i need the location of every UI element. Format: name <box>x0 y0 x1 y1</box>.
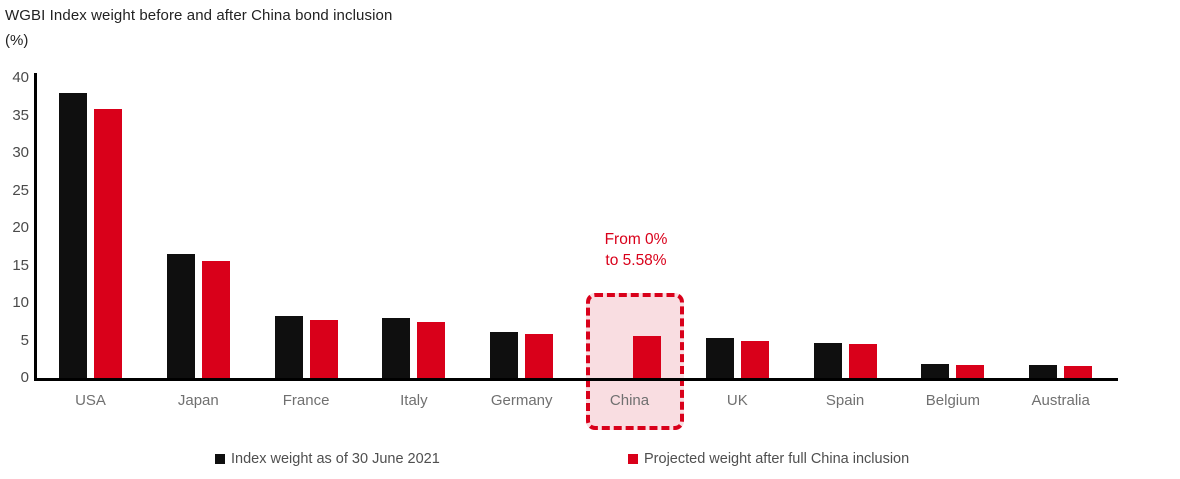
chart-title: WGBI Index weight before and after China… <box>5 7 393 24</box>
chart-unit-label: (%) <box>5 32 29 49</box>
bar-after-japan <box>201 261 230 378</box>
bar-after-australia <box>1064 366 1093 378</box>
bar-before-usa <box>59 93 87 378</box>
bar-after-spain <box>848 344 877 378</box>
y-tick-label-35: 35 <box>12 106 29 124</box>
bar-after-usa <box>94 108 122 378</box>
x-axis-label-japan: Japan <box>177 392 219 409</box>
y-tick-label-20: 20 <box>12 219 29 236</box>
x-axis-label-italy: Italy <box>400 392 428 409</box>
legend-item-before-inclusion: Index weight as of 30 June 2021 <box>215 450 440 468</box>
bar-before-italy <box>382 318 411 378</box>
legend-label-after-inclusion: Projected weight after full China inclus… <box>644 451 910 467</box>
x-axis-label-france: France <box>282 392 330 409</box>
bar-before-spain <box>813 342 842 378</box>
legend-item-after-inclusion: Projected weight after full China inclus… <box>628 450 909 468</box>
x-axis-label-australia: Australia <box>1031 392 1090 409</box>
bar-before-australia <box>1029 365 1058 378</box>
bar-before-france <box>274 315 303 378</box>
annotation-line1: From 0% <box>604 231 668 248</box>
x-axis-line <box>34 378 1118 381</box>
annotation-line2: to 5.58% <box>605 252 667 269</box>
x-axis-label-uk: UK <box>726 392 748 409</box>
y-tick-label-30: 30 <box>12 144 29 161</box>
bar-after-china <box>633 336 661 378</box>
x-axis-label-china: China <box>609 392 650 409</box>
bar-after-uk <box>740 340 769 378</box>
y-tick-label-40: 40 <box>12 69 29 86</box>
bar-after-france <box>309 319 338 378</box>
bar-before-germany <box>490 331 519 378</box>
y-tick-label-25: 25 <box>12 181 29 199</box>
y-tick-label-10: 10 <box>12 294 29 311</box>
china-highlight-box <box>586 293 684 430</box>
y-tick-label-5: 5 <box>20 331 29 349</box>
bar-after-germany <box>525 333 554 378</box>
bar-before-japan <box>166 254 195 378</box>
bar-after-italy <box>417 321 446 378</box>
y-tick-label-0: 0 <box>20 369 29 386</box>
x-axis-label-usa: USA <box>75 392 106 409</box>
y-axis-line <box>34 73 37 381</box>
bar-after-belgium <box>956 364 985 378</box>
bar-before-uk <box>705 338 734 378</box>
legend-swatch-black-icon <box>215 454 225 464</box>
legend-swatch-red-icon <box>628 454 638 464</box>
x-axis-label-belgium: Belgium <box>925 392 980 409</box>
y-tick-label-15: 15 <box>12 256 29 274</box>
china-annotation: From 0% to 5.58% <box>556 229 716 271</box>
x-axis-label-spain: Spain <box>825 392 865 409</box>
x-axis-label-germany: Germany <box>490 392 553 409</box>
legend-label-before-inclusion: Index weight as of 30 June 2021 <box>231 451 440 467</box>
bar-before-belgium <box>921 363 950 378</box>
